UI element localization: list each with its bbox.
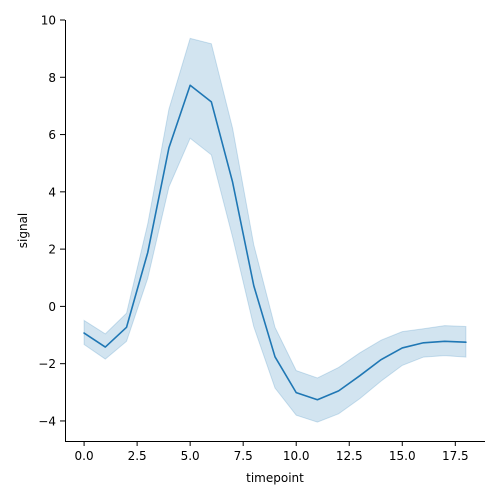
x-axis-label: timepoint <box>246 471 304 485</box>
y-tick-label: 2 <box>48 243 56 257</box>
x-tick-label: 10.0 <box>283 449 310 463</box>
series-line-0 <box>83 84 467 401</box>
x-tick-label: 2.5 <box>128 449 147 463</box>
x-tick-label: 12.5 <box>336 449 363 463</box>
y-axis-label: signal <box>16 213 30 249</box>
axes <box>65 20 485 442</box>
x-tick-label: 7.5 <box>234 449 253 463</box>
x-tick-label: 17.5 <box>442 449 469 463</box>
confidence-band-0 <box>83 37 467 423</box>
y-tick-label: 0 <box>48 300 56 314</box>
confidence-bands <box>83 37 467 423</box>
x-ticks: 0.0 2.5 5.0 7.5 10.0 12.5 15.0 17.5 <box>75 441 469 463</box>
y-tick-label: 6 <box>48 128 56 142</box>
y-tick-label: −4 <box>38 414 56 428</box>
y-tick-label: 10 <box>41 14 56 28</box>
y-tick-label: 4 <box>48 185 56 199</box>
series-lines <box>83 84 467 401</box>
x-tick-label: 0.0 <box>75 449 94 463</box>
x-tick-label: 5.0 <box>181 449 200 463</box>
y-ticks: −4 −2 0 2 4 6 8 10 <box>38 14 65 428</box>
y-tick-label: −2 <box>38 357 56 371</box>
x-tick-label: 15.0 <box>389 449 416 463</box>
y-tick-label: 8 <box>48 71 56 85</box>
